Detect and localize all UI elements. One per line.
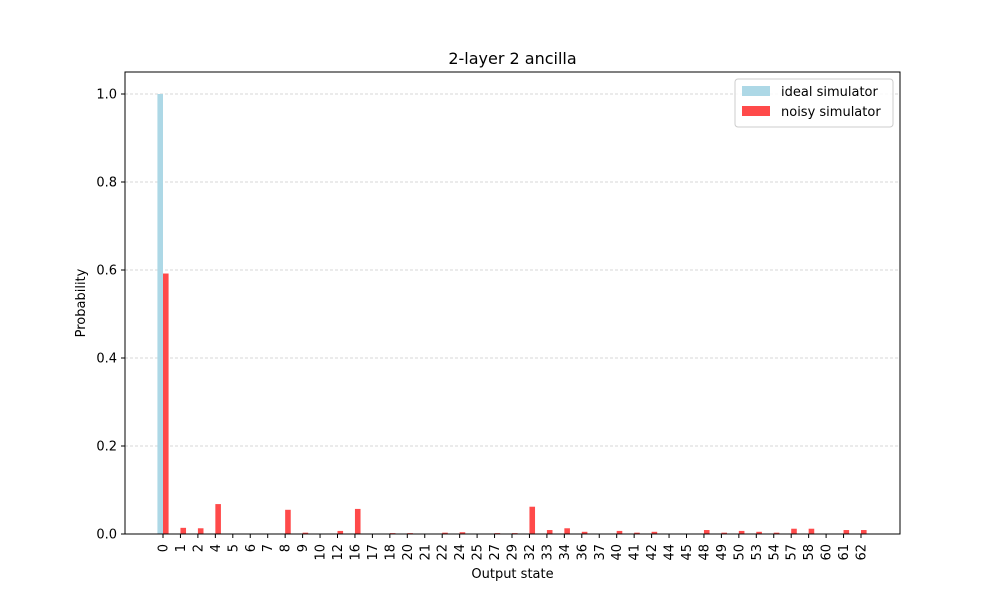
legend-box (734, 78, 894, 128)
bar-noisy (180, 527, 187, 534)
bar-noisy (285, 509, 291, 534)
bar-noisy (651, 531, 658, 534)
grid-lines (125, 93, 900, 535)
x-tick-label: 8 (279, 544, 294, 552)
x-tick-label: 21 (418, 544, 433, 561)
x-tick-label: 17 (366, 544, 381, 561)
x-tick-label: 54 (767, 544, 782, 561)
bar-noisy (756, 531, 762, 534)
y-tick-label: 0.2 (96, 440, 117, 455)
bar-noisy (564, 528, 570, 534)
legend-label-noisy: noisy simulator (781, 105, 881, 120)
x-tick-label: 58 (802, 544, 817, 561)
bar-noisy (197, 528, 204, 534)
x-tick-label: 53 (750, 544, 765, 561)
x-tick-label: 6 (244, 544, 259, 552)
bar-noisy (634, 532, 640, 534)
x-tick-label: 42 (645, 544, 660, 561)
x-tick-label: 2 (191, 544, 206, 552)
x-tick-label: 5 (226, 544, 241, 552)
bar-noisy (773, 532, 780, 534)
bar-noisy (302, 532, 309, 534)
y-tick-label: 1.0 (96, 88, 117, 103)
x-tick-label: 44 (663, 544, 678, 561)
x-tick-label: 22 (436, 544, 451, 561)
x-tick-label: 60 (820, 544, 835, 561)
x-tick-label: 41 (628, 544, 643, 561)
x-tick-label: 32 (523, 544, 538, 561)
x-tick-label: 45 (680, 544, 695, 561)
x-tick-label: 0 (157, 544, 172, 552)
bar-noisy (808, 528, 815, 534)
bar-noisy (337, 530, 344, 534)
bar-noisy (581, 531, 588, 534)
x-tick-label: 48 (697, 544, 712, 561)
bar-noisy (843, 530, 850, 534)
bar-noisy (703, 530, 710, 534)
bar-noisy (529, 506, 536, 534)
legend-label-ideal: ideal simulator (781, 85, 878, 100)
bar-ideal (157, 94, 163, 534)
bar-noisy (791, 528, 797, 534)
x-tick-label: 24 (453, 544, 468, 561)
x-tick-label: 36 (575, 544, 590, 561)
x-tick-label: 10 (314, 544, 329, 561)
bar-noisy (354, 508, 361, 534)
x-tick-label: 4 (209, 544, 224, 552)
bar-noisy (616, 530, 623, 534)
legend: ideal simulator noisy simulator (734, 78, 894, 128)
x-tick-label: 33 (540, 544, 555, 561)
x-tick-label: 25 (471, 544, 486, 561)
x-tick-label: 20 (401, 544, 416, 561)
bar-noisy (721, 532, 727, 534)
x-tick-label: 12 (331, 544, 346, 561)
y-tick-label: 0.6 (96, 264, 117, 279)
y-tick-label: 0.4 (96, 352, 117, 367)
x-tick-label: 50 (732, 544, 747, 561)
x-tick-label: 49 (715, 544, 730, 561)
x-tick-label: 40 (610, 544, 625, 561)
y-tick-label: 0.0 (96, 528, 117, 543)
bar-noisy (215, 504, 221, 534)
bar-noisy (442, 532, 448, 534)
x-tick-label: 27 (488, 544, 503, 561)
bar-noisy (163, 273, 169, 534)
bar-noisy (546, 530, 553, 534)
bars (157, 94, 867, 534)
x-ticks: 0 1 2 4 5 6 7 8 9 10 12 16 17 18 20 21 22 24 25 27 29 32 33 34 3… (157, 534, 870, 561)
legend-swatch-ideal (742, 86, 770, 96)
y-axis-title: Probability (74, 268, 89, 337)
chart-title: 2-layer 2 ancilla (448, 49, 576, 68)
bar-noisy (459, 532, 466, 534)
bar-noisy (738, 530, 745, 534)
x-tick-label: 18 (383, 544, 398, 561)
y-tick-label: 0.8 (96, 176, 117, 191)
x-tick-label: 61 (837, 544, 852, 561)
legend-swatch-noisy (742, 106, 770, 116)
x-tick-label: 62 (855, 544, 870, 561)
x-axis-title: Output state (471, 567, 553, 582)
bar-noisy (861, 530, 867, 534)
y-ticks: 0.0 0.2 0.4 0.6 0.8 1.0 (96, 88, 125, 543)
x-tick-label: 7 (261, 544, 276, 552)
x-tick-label: 34 (558, 544, 573, 561)
x-tick-label: 16 (348, 544, 363, 561)
x-tick-label: 1 (174, 544, 189, 552)
plot-area-frame (124, 71, 901, 535)
x-tick-label: 37 (593, 544, 608, 561)
x-tick-label: 57 (785, 544, 800, 561)
x-tick-label: 29 (506, 544, 521, 561)
x-tick-label: 9 (296, 544, 311, 552)
